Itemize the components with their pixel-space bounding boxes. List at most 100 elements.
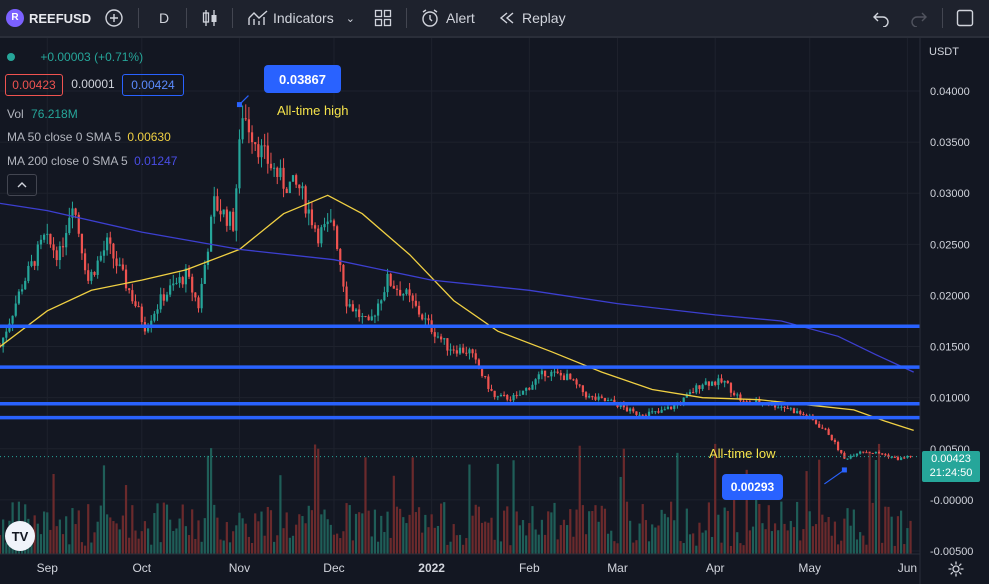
ma50-legend[interactable]: MA 50 close 0 SMA 5 0.00630 <box>7 130 171 144</box>
volume-bar <box>632 542 635 554</box>
collapse-legend-button[interactable] <box>7 174 37 196</box>
candle-body <box>74 208 77 215</box>
volume-bar <box>36 523 39 554</box>
buy-price-button[interactable]: 0.00424 <box>122 74 184 96</box>
undo-button[interactable] <box>872 0 890 36</box>
candle-body <box>137 306 140 308</box>
chart-settings-button[interactable] <box>947 560 965 583</box>
spread-value: 0.00001 <box>66 74 120 94</box>
candle-body <box>780 406 783 408</box>
candle-body <box>657 411 660 413</box>
volume-bar <box>629 520 632 554</box>
volume-bar <box>714 443 717 554</box>
volume-bar <box>824 522 827 554</box>
sell-price-button[interactable]: 0.00423 <box>5 74 63 96</box>
fullscreen-button[interactable] <box>956 0 974 36</box>
top-toolbar: R REEFUSD D Indicators ⌄ Alert Replay <box>0 0 989 38</box>
atl-price-callout[interactable]: 0.00293 <box>722 474 783 500</box>
alert-button[interactable]: Alert <box>420 0 475 36</box>
candle-body <box>556 371 559 373</box>
candle-body <box>606 400 610 402</box>
candle-body <box>515 395 518 397</box>
ath-label: All-time high <box>277 103 349 118</box>
interval-button[interactable]: D <box>159 0 169 36</box>
volume-bar <box>477 506 481 554</box>
volume-bar <box>232 531 235 554</box>
tradingview-logo-icon[interactable]: TV <box>5 521 35 551</box>
volume-bar <box>313 444 317 554</box>
volume-bar <box>584 534 588 554</box>
candle-body <box>386 273 389 293</box>
volume-bar <box>345 503 348 554</box>
symbol-search-button[interactable]: R REEFUSD <box>6 0 91 36</box>
compare-symbol-button[interactable] <box>104 0 124 36</box>
ma50-value: 0.00630 <box>127 130 171 144</box>
volume-bar <box>814 524 818 554</box>
volume-legend[interactable]: Vol 76.218M <box>7 107 78 121</box>
candle-body <box>24 280 27 290</box>
volume-bar <box>395 506 399 554</box>
candle-body <box>704 381 707 385</box>
moving-averages <box>0 194 914 432</box>
redo-button[interactable] <box>910 0 928 36</box>
candle-body <box>109 237 112 244</box>
volume-bar <box>342 531 345 554</box>
candle-body <box>736 394 739 396</box>
volume-bar <box>606 533 610 554</box>
volume-bar <box>2 519 5 554</box>
candle-body <box>824 428 827 430</box>
volume-bar <box>367 510 370 554</box>
volume-bar <box>241 518 244 554</box>
volume-bar <box>39 534 43 554</box>
candle-body <box>169 285 172 295</box>
volume-bar <box>701 532 704 554</box>
candle-body <box>786 408 789 410</box>
candle-body <box>603 397 607 401</box>
candle-body <box>871 452 874 454</box>
candle-body <box>285 188 288 194</box>
candle-body <box>2 337 5 347</box>
bid-price: 0.00423 <box>12 78 56 92</box>
time-axis[interactable]: Sep Oct Nov Dec 2022 Feb Mar Apr May Jun <box>0 553 920 575</box>
candle-body <box>124 269 128 289</box>
candle-body <box>503 394 506 396</box>
ma200-legend[interactable]: MA 200 close 0 SMA 5 0.01247 <box>7 154 177 168</box>
candle-body <box>241 118 244 140</box>
volume-bar <box>821 514 824 554</box>
replay-button[interactable]: Replay <box>498 0 566 36</box>
volume-bar <box>128 537 131 554</box>
volume-bar <box>720 542 723 554</box>
volume-bar <box>594 505 597 554</box>
ath-price-callout[interactable]: 0.03867 <box>264 65 341 93</box>
volume-bar <box>49 529 52 554</box>
volume-bar <box>903 544 906 554</box>
candle-body <box>250 132 254 143</box>
volume-bar <box>162 502 165 554</box>
price-chart[interactable]: 0.016990.012990.009400.00805 0.04000 0.03… <box>0 38 989 584</box>
candle-body <box>348 304 351 307</box>
currency-label[interactable]: USDT <box>929 46 959 58</box>
candle-body <box>896 457 900 460</box>
candle-body <box>685 394 688 398</box>
green-dot-icon <box>7 53 15 61</box>
candle-body <box>58 246 61 261</box>
volume-bar <box>619 476 622 554</box>
candle-body <box>462 347 465 353</box>
volume-bar <box>421 532 424 554</box>
volume-bar <box>893 545 896 554</box>
horizontal-levels[interactable]: 0.016990.012990.009400.00805 <box>0 317 982 458</box>
volume-bar <box>635 540 638 554</box>
indicators-button[interactable]: Indicators ⌄ <box>247 0 355 36</box>
ma200-label: MA 200 close 0 SMA 5 <box>7 154 128 168</box>
add-symbol-icon <box>105 9 123 27</box>
candle-body <box>61 246 65 248</box>
candle-body <box>471 349 474 354</box>
volume-bar <box>320 514 323 554</box>
volume-bar <box>833 521 837 554</box>
volume-bar <box>899 510 903 554</box>
volume-bar <box>698 522 701 554</box>
change-row: +0.00003 (+0.71%) <box>7 50 143 64</box>
chart-type-button[interactable] <box>201 0 219 36</box>
price-axis[interactable]: 0.04000 0.03500 0.03000 0.02500 0.02000 0.015… <box>919 38 989 584</box>
layout-button[interactable] <box>374 0 392 36</box>
